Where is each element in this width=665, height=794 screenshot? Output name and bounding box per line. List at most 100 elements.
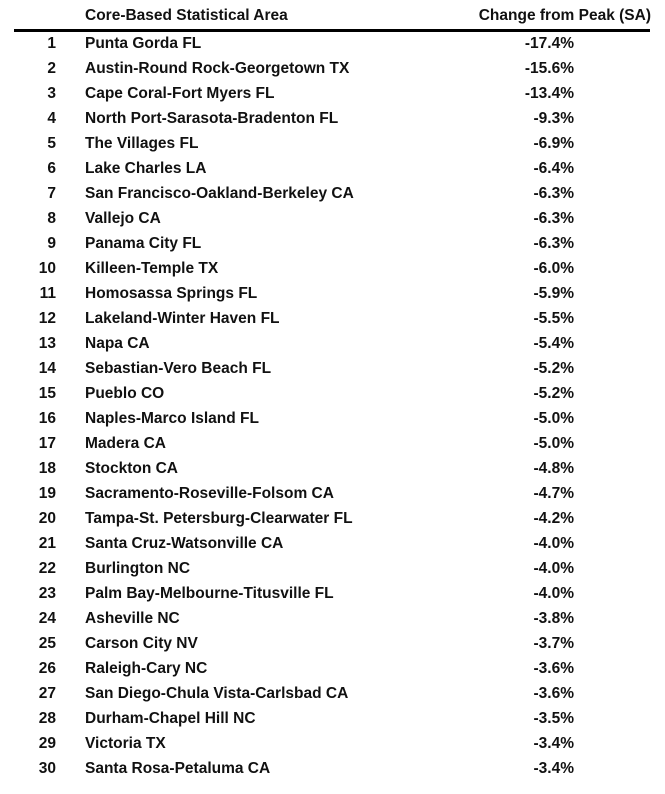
change-cell: -15.6% [524,60,574,77]
change-cell: -3.8% [533,610,575,627]
change-cell: -3.4% [533,760,575,777]
change-cell: -6.0% [533,260,575,277]
area-cell: Austin-Round Rock-Georgetown TX [85,60,350,77]
change-cell: -13.4% [524,85,574,102]
rank-cell: 7 [47,185,56,202]
area-cell: Stockton CA [85,460,178,477]
area-cell: North Port-Sarasota-Bradenton FL [85,110,339,127]
area-cell: Tampa-St. Petersburg-Clearwater FL [85,510,353,527]
rank-cell: 25 [38,635,56,652]
change-cell: -4.0% [533,560,575,577]
change-cell: -5.9% [533,285,575,302]
rank-cell: 2 [47,60,56,77]
change-cell: -6.4% [533,160,575,177]
change-cell: -6.9% [533,135,575,152]
rank-cell: 20 [38,510,56,527]
area-cell: Naples-Marco Island FL [85,410,259,427]
rank-cell: 8 [47,210,56,227]
table-row: 7 San Francisco-Oakland-Berkeley CA -6.3% [0,185,665,210]
rank-cell: 23 [38,585,56,602]
rank-cell: 12 [38,310,56,327]
table-row: 5 The Villages FL -6.9% [0,135,665,160]
area-cell: Asheville NC [85,610,180,627]
table-row: 17 Madera CA -5.0% [0,435,665,460]
column-header-change: Change from Peak (SA) [478,7,651,24]
rank-cell: 18 [38,460,56,477]
table-row: 13 Napa CA -5.4% [0,335,665,360]
table-row: 28 Durham-Chapel Hill NC -3.5% [0,710,665,735]
change-cell: -3.6% [533,660,575,677]
table-row: 8 Vallejo CA -6.3% [0,210,665,235]
rank-cell: 3 [47,85,56,102]
table-row: 25 Carson City NV -3.7% [0,635,665,660]
table-row: 1 Punta Gorda FL -17.4% [0,35,665,60]
table-row: 20 Tampa-St. Petersburg-Clearwater FL -4.2… [0,510,665,535]
rank-cell: 17 [38,435,56,452]
area-cell: Killeen-Temple TX [85,260,219,277]
rank-cell: 6 [47,160,56,177]
area-cell: Panama City FL [85,235,202,252]
change-cell: -5.0% [533,435,575,452]
rank-cell: 1 [47,35,56,52]
table-row: 14 Sebastian-Vero Beach FL -5.2% [0,360,665,385]
table-row: 4 North Port-Sarasota-Bradenton FL -9.3% [0,110,665,135]
table-row: 18 Stockton CA -4.8% [0,460,665,485]
change-cell: -17.4% [524,35,574,52]
rank-cell: 22 [38,560,56,577]
table-row: 23 Palm Bay-Melbourne-Titusville FL -4.0% [0,585,665,610]
table-row: 15 Pueblo CO -5.2% [0,385,665,410]
area-cell: Lakeland-Winter Haven FL [85,310,280,327]
area-cell: Burlington NC [85,560,191,577]
change-cell: -5.2% [533,385,575,402]
area-cell: The Villages FL [85,135,199,152]
rank-cell: 24 [38,610,56,627]
area-cell: San Francisco-Oakland-Berkeley CA [85,185,354,202]
rank-cell: 30 [38,760,56,777]
table-row: 6 Lake Charles LA -6.4% [0,160,665,185]
rank-cell: 27 [38,685,56,702]
rank-cell: 5 [47,135,56,152]
table-row: 29 Victoria TX -3.4% [0,735,665,760]
area-cell: Sacramento-Roseville-Folsom CA [85,485,334,502]
area-cell: Cape Coral-Fort Myers FL [85,85,275,102]
area-cell: Punta Gorda FL [85,35,202,52]
change-cell: -4.2% [533,510,575,527]
table-row: 26 Raleigh-Cary NC -3.6% [0,660,665,685]
area-cell: Madera CA [85,435,166,452]
table-row: 19 Sacramento-Roseville-Folsom CA -4.7% [0,485,665,510]
rank-cell: 10 [38,260,56,277]
change-cell: -6.3% [533,235,575,252]
column-header-area: Core-Based Statistical Area [85,7,288,24]
change-cell: -5.4% [533,335,575,352]
area-cell: Raleigh-Cary NC [85,660,208,677]
rank-cell: 15 [38,385,56,402]
rank-cell: 13 [38,335,56,352]
rank-cell: 9 [47,235,56,252]
table-row: 10 Killeen-Temple TX -6.0% [0,260,665,285]
change-cell: -9.3% [533,110,575,127]
table-row: 24 Asheville NC -3.8% [0,610,665,635]
area-cell: Palm Bay-Melbourne-Titusville FL [85,585,334,602]
change-cell: -5.2% [533,360,575,377]
table-row: 21 Santa Cruz-Watsonville CA -4.0% [0,535,665,560]
header-divider [14,29,650,32]
change-cell: -4.7% [533,485,575,502]
rank-cell: 11 [39,285,56,302]
area-cell: Santa Cruz-Watsonville CA [85,535,284,552]
rank-cell: 28 [38,710,56,727]
change-cell: -3.6% [533,685,575,702]
area-cell: Victoria TX [85,735,166,752]
change-cell: -4.0% [533,585,575,602]
change-cell: -5.0% [533,410,575,427]
change-cell: -3.4% [533,735,575,752]
table-row: 22 Burlington NC -4.0% [0,560,665,585]
change-cell: -6.3% [533,210,575,227]
table-row: 16 Naples-Marco Island FL -5.0% [0,410,665,435]
table-row: 11 Homosassa Springs FL -5.9% [0,285,665,310]
change-cell: -3.5% [533,710,575,727]
rank-cell: 26 [38,660,56,677]
rank-cell: 29 [38,735,56,752]
table-row: 27 San Diego-Chula Vista-Carlsbad CA -3.6% [0,685,665,710]
rank-cell: 14 [38,360,56,377]
area-cell: San Diego-Chula Vista-Carlsbad CA [85,685,349,702]
